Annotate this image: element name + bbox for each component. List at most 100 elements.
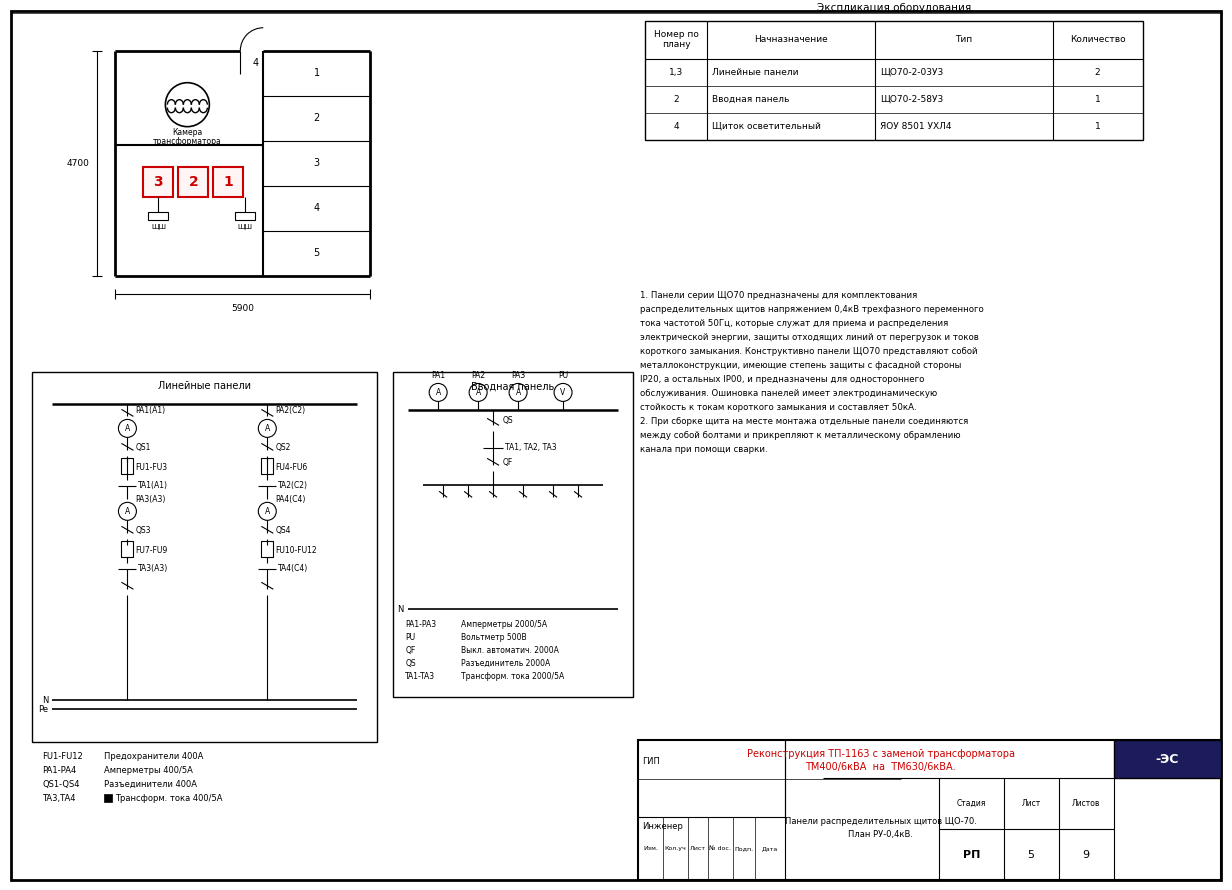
Bar	[393, 372, 633, 697]
Text: PA2: PA2	[471, 371, 485, 380]
Text: Вводная панель: Вводная панель	[712, 94, 790, 103]
Text: PU: PU	[405, 633, 415, 642]
Text: Тип: Тип	[955, 36, 972, 44]
Text: Стадия: Стадия	[956, 799, 986, 808]
Text: FU7-FU9: FU7-FU9	[136, 546, 168, 554]
Text: 2: 2	[1095, 68, 1100, 77]
Text: PA1(A1): PA1(A1)	[136, 406, 165, 415]
Text: Pe: Pe	[38, 705, 48, 714]
Text: Предохранители 400А: Предохранители 400А	[105, 752, 203, 761]
Text: плану: плану	[662, 40, 690, 49]
Text: Вольтметр 500В: Вольтметр 500В	[461, 633, 527, 642]
Text: 1: 1	[1095, 122, 1100, 131]
Text: IP20, а остальных IP00, и предназначены для одностороннего: IP20, а остальных IP00, и предназначены …	[639, 375, 924, 384]
Text: РП: РП	[962, 850, 979, 860]
Bar	[122, 541, 133, 557]
Text: Инженер: Инженер	[642, 822, 683, 831]
Text: FU1-FU3: FU1-FU3	[136, 463, 168, 472]
Text: Количество: Количество	[1069, 36, 1125, 44]
Text: 1: 1	[1095, 94, 1100, 103]
Text: Амперметры 400/5А: Амперметры 400/5А	[105, 765, 193, 774]
Text: Трансформ. тока 2000/5А: Трансформ. тока 2000/5А	[461, 672, 564, 681]
Text: QS1: QS1	[136, 443, 150, 452]
Text: PA3(A3): PA3(A3)	[136, 495, 166, 504]
Text: Начназначение: Начназначение	[754, 36, 828, 44]
Bar	[261, 541, 274, 557]
Text: Линейные панели: Линейные панели	[159, 382, 251, 392]
Bar	[105, 794, 112, 802]
Text: Изм.: Изм.	[643, 846, 658, 851]
Text: 2: 2	[673, 94, 679, 103]
Text: обслуживания. Ошиновка панелей имеет электродинамическую: обслуживания. Ошиновка панелей имеет эле…	[639, 389, 938, 398]
Text: TA4(C4): TA4(C4)	[278, 563, 308, 573]
Text: Кол.уч: Кол.уч	[664, 846, 686, 851]
Text: A: A	[436, 388, 441, 397]
Text: № doc.: № doc.	[710, 846, 732, 851]
Text: Лист: Лист	[690, 846, 706, 851]
Text: ЩШ: ЩШ	[238, 223, 253, 230]
Text: тока частотой 50Гц, которые служат для приема и распределения: тока частотой 50Гц, которые служат для п…	[639, 319, 949, 328]
Text: ЯОУ 8501 УХЛ4: ЯОУ 8501 УХЛ4	[880, 122, 951, 131]
Text: TA1(A1): TA1(A1)	[138, 481, 169, 490]
Bar	[939, 778, 1114, 880]
Text: ЩО70-2-03У3: ЩО70-2-03У3	[880, 68, 942, 77]
Text: Амперметры 2000/5А: Амперметры 2000/5А	[461, 619, 547, 628]
Text: Экспликация оборудования: Экспликация оборудования	[817, 3, 971, 12]
Text: ТМ400/6кВА  на  ТМ630/6кВА.: ТМ400/6кВА на ТМ630/6кВА.	[806, 762, 956, 773]
Bar	[646, 20, 1142, 140]
Text: Листов: Листов	[1072, 799, 1100, 808]
Text: Панели распределительных щитов ЩО-70.: Панели распределительных щитов ЩО-70.	[785, 816, 977, 826]
Text: PU: PU	[558, 371, 568, 380]
Bar	[148, 212, 169, 220]
Text: 3: 3	[314, 158, 320, 168]
Text: TA3,TA4: TA3,TA4	[42, 794, 76, 803]
Text: Лист: Лист	[1021, 799, 1041, 808]
Text: QS: QS	[405, 659, 416, 668]
Text: 4: 4	[314, 203, 320, 213]
Text: -ЭС: -ЭС	[1156, 753, 1179, 765]
Text: 1: 1	[314, 69, 320, 78]
Text: PA2(C2): PA2(C2)	[275, 406, 306, 415]
Text: TA3(A3): TA3(A3)	[138, 563, 169, 573]
Text: канала при помощи сварки.: канала при помощи сварки.	[639, 445, 768, 454]
Text: PA1-PA3: PA1-PA3	[405, 619, 436, 628]
Text: Выкл. автоматич. 2000А: Выкл. автоматич. 2000А	[461, 646, 559, 655]
Text: Линейные панели: Линейные панели	[712, 68, 798, 77]
Text: Вводная панель: Вводная панель	[472, 382, 554, 392]
Text: N: N	[42, 696, 48, 705]
Text: A: A	[265, 424, 270, 433]
Text: Разъединитель 2000А: Разъединитель 2000А	[461, 659, 551, 668]
Text: Подп.: Подп.	[734, 846, 754, 851]
Text: PA4(C4): PA4(C4)	[275, 495, 306, 504]
Text: 2. При сборке щита на месте монтажа отдельные панели соединяются: 2. При сборке щита на месте монтажа отде…	[639, 417, 968, 426]
Text: 3: 3	[154, 174, 163, 189]
Text: A: A	[265, 506, 270, 516]
Bar	[261, 458, 274, 474]
Text: A: A	[124, 424, 131, 433]
Text: План РУ-0,4кВ.: План РУ-0,4кВ.	[849, 829, 913, 838]
Text: A: A	[515, 388, 521, 397]
Text: 4: 4	[673, 122, 679, 131]
Bar	[179, 166, 208, 197]
Text: 1. Панели серии ЩО70 предназначены для комплектования: 1. Панели серии ЩО70 предназначены для к…	[639, 291, 918, 300]
Text: QS: QS	[503, 416, 514, 425]
Text: короткого замыкания. Конструктивно панели ЩО70 представляют собой: короткого замыкания. Конструктивно панел…	[639, 347, 978, 356]
Bar	[638, 740, 1221, 880]
Text: трансформатора: трансформатора	[153, 137, 222, 146]
Bar	[1114, 740, 1221, 778]
Text: QF: QF	[503, 457, 514, 467]
Text: 9: 9	[1083, 850, 1089, 860]
Bar	[122, 458, 133, 474]
Text: стойкость к токам короткого замыкания и составляет 50кА.: стойкость к токам короткого замыкания и …	[639, 403, 917, 412]
Text: 4: 4	[253, 58, 259, 68]
Text: 5: 5	[1027, 850, 1035, 860]
Text: 1,3: 1,3	[669, 68, 683, 77]
Text: 5: 5	[314, 248, 320, 258]
Text: Дата: Дата	[761, 846, 777, 851]
Text: FU10-FU12: FU10-FU12	[275, 546, 317, 554]
Text: Номер по: Номер по	[653, 30, 699, 39]
Text: QS3: QS3	[136, 526, 150, 535]
Text: металлоконструкции, имеющие степень защиты с фасадной стороны: металлоконструкции, имеющие степень защи…	[639, 361, 961, 370]
Text: V: V	[561, 388, 565, 397]
Text: A: A	[476, 388, 480, 397]
